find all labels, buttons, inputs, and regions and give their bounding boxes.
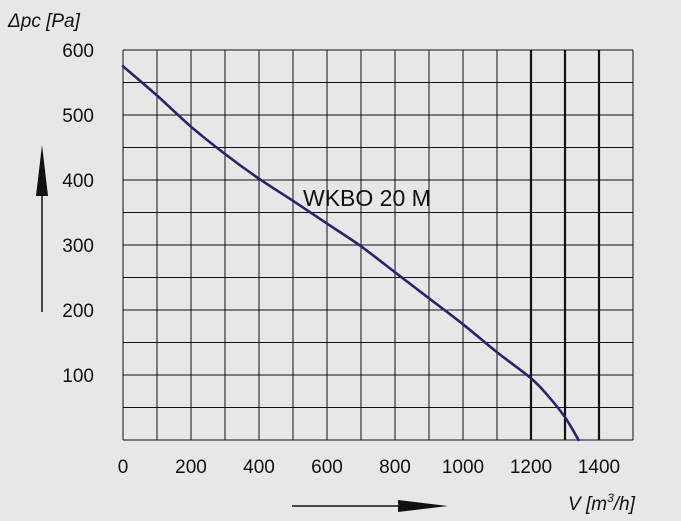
x-tick-label: 1400 [578, 457, 620, 478]
x-axis-title: V [m3/h] [568, 491, 636, 515]
grid [122, 49, 634, 441]
x-tick-label: 400 [243, 457, 275, 478]
y-tick-label: 500 [62, 106, 94, 127]
series-line [121, 64, 580, 442]
y-axis-title: Δpc [Pa] [7, 11, 81, 32]
series-layer [121, 64, 580, 442]
y-tick-label: 200 [62, 301, 94, 322]
x-tick-label: 800 [379, 457, 411, 478]
y-tick-label: 600 [62, 41, 94, 62]
y-direction-arrow [36, 145, 48, 312]
y-tick-label: 300 [62, 236, 94, 257]
x-tick-label: 1200 [510, 457, 552, 478]
x-tick-label: 1000 [442, 457, 484, 478]
x-direction-arrow [292, 500, 448, 512]
x-tick-label: 0 [118, 457, 129, 478]
y-tick-label: 400 [62, 171, 94, 192]
x-tick-label: 600 [311, 457, 343, 478]
y-tick-label: 100 [62, 366, 94, 387]
curve-annotation: WKBO 20 M [303, 185, 431, 211]
tick-labels: 0 200 400 600 800 1000 1200 1400 100 200 300 400 500… [62, 41, 620, 478]
x-tick-label: 200 [175, 457, 207, 478]
